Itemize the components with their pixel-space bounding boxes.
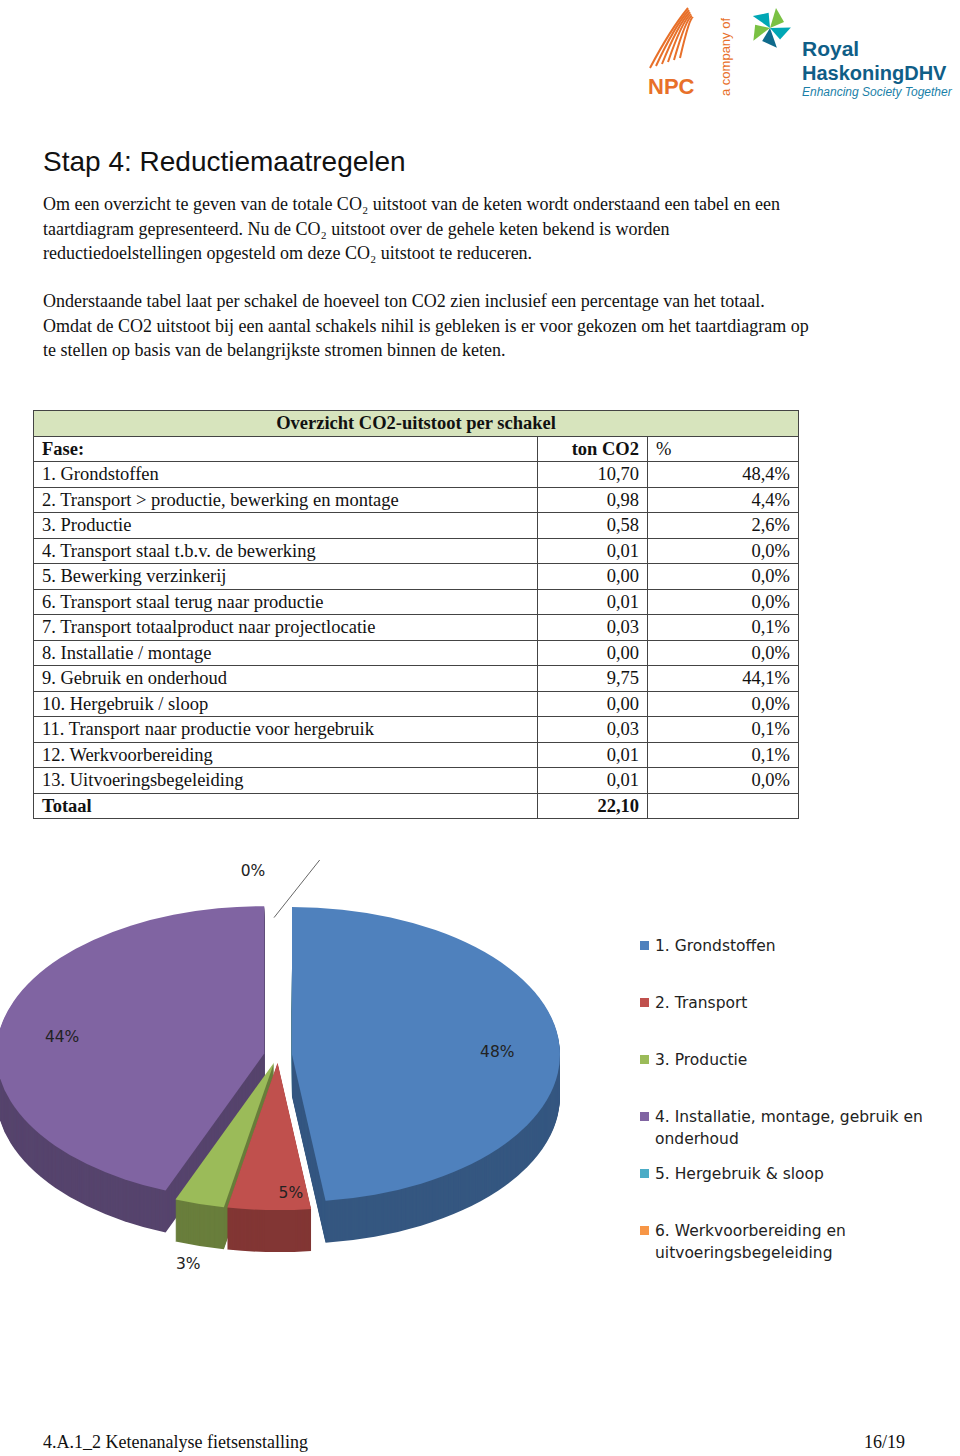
html-text:0,1%: 0,1% (751, 617, 790, 638)
html-text:12. Werkvoorbereiding: 12. Werkvoorbereiding (42, 744, 213, 765)
svg-text:HaskoningDHV: HaskoningDHV (802, 62, 947, 84)
html-text:0,03: 0,03 (606, 617, 639, 638)
html-text:0,00: 0,00 (606, 642, 639, 663)
html-text:0,00: 0,00 (606, 693, 639, 714)
html-text:4. Installatie, montage, gebru: 4. Installatie, montage, gebruik en onde… (655, 1108, 923, 1148)
html-text:8. Installatie / montage: 8. Installatie / montage (42, 642, 212, 663)
html-text:Overzicht CO2-uitstoot per sch: Overzicht CO2-uitstoot per schakel (276, 413, 556, 434)
svg-text:NPC: NPC (648, 74, 695, 99)
html-text:Fase:: Fase: (42, 438, 85, 459)
svg-text:0%: 0% (241, 862, 266, 880)
html-text:22,10: 22,10 (597, 795, 639, 816)
html-text:Stap 4: Reductiemaatregelen: Stap 4: Reductiemaatregelen (43, 146, 406, 177)
html-text:0,0%: 0,0% (751, 770, 790, 791)
html-text:0,01: 0,01 (606, 744, 639, 765)
html-text:0,98: 0,98 (606, 489, 639, 510)
html-text:ton CO2: ton CO2 (571, 438, 639, 459)
html-text:0,0%: 0,0% (751, 693, 790, 714)
html-text:0,0%: 0,0% (751, 591, 790, 612)
svg-text:0%: 0% (288, 860, 313, 862)
html-text:10. Hergebruik / sloop: 10. Hergebruik / sloop (42, 693, 209, 714)
html-text:48,4%: 48,4% (742, 464, 790, 485)
html-text:0,03: 0,03 (606, 719, 639, 740)
html-text:0,0%: 0,0% (751, 566, 790, 587)
html-text:4,4%: 4,4% (751, 489, 790, 510)
html-text:16/19: 16/19 (864, 1432, 905, 1452)
html-text:10,70: 10,70 (597, 464, 639, 485)
html-text:6. Transport staal terug naar: 6. Transport staal terug naar productie (42, 591, 324, 612)
html-text:Totaal: Totaal (42, 795, 92, 816)
html-text:Om een overzicht te geven van: Om een overzicht te geven van de totale … (43, 194, 780, 263)
html-text:4. Transport staal t.b.v. de b: 4. Transport staal t.b.v. de bewerking (42, 540, 316, 561)
html-text:9. Gebruik en onderhoud: 9. Gebruik en onderhoud (42, 668, 227, 689)
svg-text:5%: 5% (279, 1184, 304, 1202)
html-text:0,01: 0,01 (606, 591, 639, 612)
html-text:1. Grondstoffen: 1. Grondstoffen (42, 464, 159, 485)
svg-text:3%: 3% (176, 1255, 201, 1273)
html-text:3. Productie: 3. Productie (655, 1051, 748, 1069)
html-text:5. Bewerking verzinkerij: 5. Bewerking verzinkerij (42, 566, 227, 587)
html-text:0,0%: 0,0% (751, 540, 790, 561)
html-text:0,1%: 0,1% (751, 744, 790, 765)
html-text:0,0%: 0,0% (751, 642, 790, 663)
svg-text:48%: 48% (480, 1043, 514, 1061)
svg-text:44%: 44% (45, 1028, 79, 1046)
svg-text:Royal: Royal (802, 37, 859, 60)
html-text:11. Transport naar productie v: 11. Transport naar productie voor hergeb… (42, 719, 374, 740)
html-text:0,01: 0,01 (606, 770, 639, 791)
html-text:44,1%: 44,1% (742, 668, 790, 689)
html-text:0,00: 0,00 (606, 566, 639, 587)
html-text:6. Werkvoorbereiding en uitvoe: 6. Werkvoorbereiding en uitvoeringsbegel… (655, 1222, 846, 1262)
html-text:7. Transport totaalproduct naa: 7. Transport totaalproduct naar projectl… (42, 617, 376, 638)
html-text:2. Transport: 2. Transport (655, 994, 748, 1012)
html-text:0,1%: 0,1% (751, 719, 790, 740)
html-text:3. Productie: 3. Productie (42, 515, 132, 536)
svg-text:a company of: a company of (718, 18, 733, 96)
html-text:13. Uitvoeringsbegeleiding: 13. Uitvoeringsbegeleiding (42, 770, 244, 791)
html-text:9,75: 9,75 (606, 668, 639, 689)
html-text:0,58: 0,58 (606, 515, 639, 536)
html-text:1. Grondstoffen: 1. Grondstoffen (655, 937, 776, 955)
html-text:Onderstaande tabel laat per sc: Onderstaande tabel laat per schakel de h… (43, 291, 809, 360)
html-text:5. Hergebruik & sloop: 5. Hergebruik & sloop (655, 1165, 824, 1183)
svg-text:Enhancing Society Together: Enhancing Society Together (802, 85, 953, 99)
html-text:4.A.1_2 Ketenanalyse fietsenst: 4.A.1_2 Ketenanalyse fietsenstalling (43, 1432, 308, 1452)
html-text:2. Transport > productie, bewe: 2. Transport > productie, bewerking en m… (42, 489, 399, 510)
html-text:2,6%: 2,6% (751, 515, 790, 536)
html-text:0,01: 0,01 (606, 540, 639, 561)
